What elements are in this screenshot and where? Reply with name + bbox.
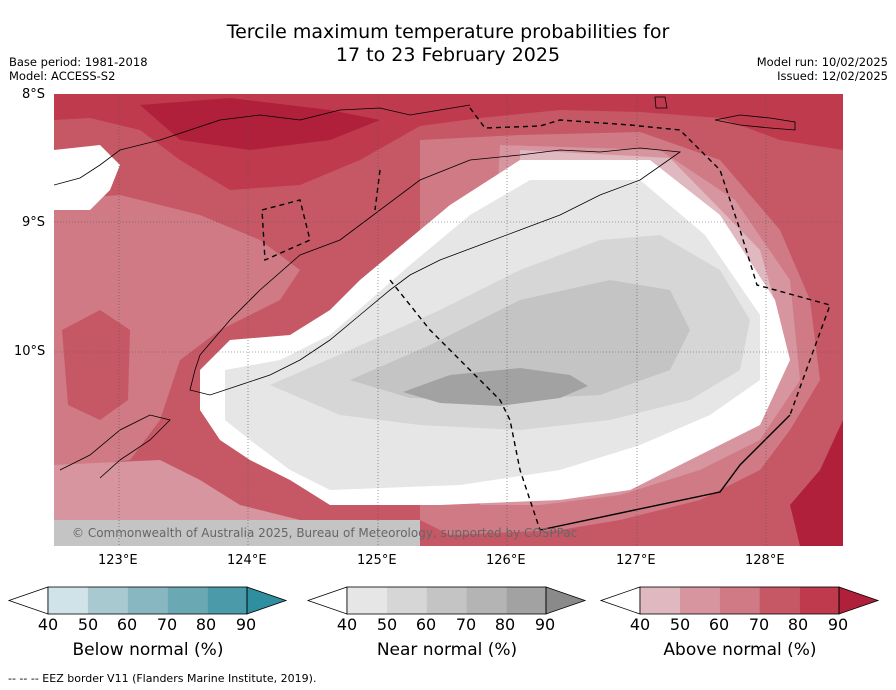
coastline-flores <box>54 104 471 186</box>
cb2-extend-low <box>306 586 348 615</box>
coastline-timor <box>189 147 682 396</box>
lat-label-10s: 10°S <box>14 344 46 359</box>
cb3-segment-1 <box>640 587 680 614</box>
cb2-tick-40: 40 <box>336 615 358 634</box>
above-normal-90-se-region <box>790 420 843 546</box>
cb3-segment-4 <box>759 587 800 614</box>
lon-label-128e: 128°E <box>745 553 785 568</box>
cb1-tick-90: 90 <box>235 615 257 634</box>
issued-date: Issued: 12/02/2025 <box>777 69 888 83</box>
cb1-tick-80: 80 <box>195 615 217 634</box>
model-name: Model: ACCESS-S2 <box>9 69 116 83</box>
lon-label-125e: 125°E <box>357 553 397 568</box>
cb2-tick-90: 90 <box>534 615 556 634</box>
lat-label-8s: 8°S <box>22 87 46 102</box>
cb2-label: Near normal (%) <box>376 640 518 660</box>
cb3-tick-70: 70 <box>748 615 770 634</box>
base-period: Base period: 1981-2018 <box>9 55 148 69</box>
cb3-outline <box>639 586 840 615</box>
eez-border-layer <box>261 107 831 531</box>
lat-label-9s: 9°S <box>22 215 46 230</box>
cb1-tick-60: 60 <box>116 615 138 634</box>
cb2-segment-1 <box>347 587 387 614</box>
cb3-tick-80: 80 <box>787 615 809 634</box>
model-run: Model run: 10/02/2025 <box>756 55 888 69</box>
cb2-tick-80: 80 <box>494 615 516 634</box>
near-normal-60-region <box>350 280 690 400</box>
cb3-tick-40: 40 <box>629 615 651 634</box>
cb1-tick-50: 50 <box>77 615 99 634</box>
cb1-tick-70: 70 <box>156 615 178 634</box>
near-normal-sw-region <box>54 520 420 546</box>
cb1-segment-2 <box>87 587 128 614</box>
cb1-tick-40: 40 <box>37 615 59 634</box>
lon-label-126e: 126°E <box>486 553 526 568</box>
above-normal-50-sw-region <box>54 460 300 520</box>
cb3-tick-50: 50 <box>669 615 691 634</box>
cb2-tick-50: 50 <box>376 615 398 634</box>
cb2-outline <box>346 586 547 615</box>
eez-border-solid <box>539 414 791 531</box>
eez-border-east <box>469 107 831 416</box>
cb3-tick-90: 90 <box>827 615 849 634</box>
cb1-segment-5 <box>207 587 247 614</box>
above-normal-70-west-region <box>62 310 130 420</box>
cb3-segment-3 <box>719 587 760 614</box>
coastline-rote <box>59 414 171 479</box>
cb1-segment-3 <box>127 587 168 614</box>
cb2-extend-high <box>545 586 587 615</box>
cb3-segment-5 <box>799 587 839 614</box>
cb2-tick-70: 70 <box>455 615 477 634</box>
eez-border-oecusse <box>261 199 311 262</box>
cb3-extend-high <box>838 586 880 615</box>
cb1-segment-4 <box>167 587 208 614</box>
lon-label-124e: 124°E <box>227 553 267 568</box>
eez-border-north <box>374 169 381 211</box>
grid-lines <box>54 94 843 546</box>
cb2-segment-5 <box>506 587 546 614</box>
copyright-notice: © Commonwealth of Australia 2025, Bureau… <box>72 526 578 540</box>
cb1-label: Below normal (%) <box>72 640 224 660</box>
cb1-segment-1 <box>48 587 88 614</box>
cb2-segment-3 <box>426 587 467 614</box>
cb3-extend-low <box>599 586 641 615</box>
cb2-segment-4 <box>466 587 507 614</box>
lon-label-127e: 127°E <box>616 553 656 568</box>
cb1-outline <box>47 586 248 615</box>
map-fill-layer <box>54 94 843 546</box>
coastline-island-east <box>714 114 796 131</box>
cb2-segment-2 <box>386 587 427 614</box>
map-title-line1: Tercile maximum temperature probabilitie… <box>226 21 670 43</box>
cb3-tick-60: 60 <box>708 615 730 634</box>
cb3-label: Above normal (%) <box>663 640 817 660</box>
cb2-tick-60: 60 <box>415 615 437 634</box>
coastline-layer <box>54 96 796 479</box>
eez-border-south <box>389 279 541 531</box>
cb1-extend-high <box>246 586 288 615</box>
no-tercile-west-region <box>54 145 120 210</box>
map-title-line2: 17 to 23 February 2025 <box>335 44 561 66</box>
near-normal-80-region <box>403 368 588 406</box>
eez-legend-note: -- -- -- EEZ border V11 (Flanders Marine… <box>8 672 317 685</box>
above-normal-90-region <box>140 98 380 150</box>
coastline-islet <box>654 96 668 109</box>
cb3-segment-2 <box>679 587 720 614</box>
lon-label-123e: 123°E <box>98 553 138 568</box>
cb1-extend-low <box>7 586 49 615</box>
